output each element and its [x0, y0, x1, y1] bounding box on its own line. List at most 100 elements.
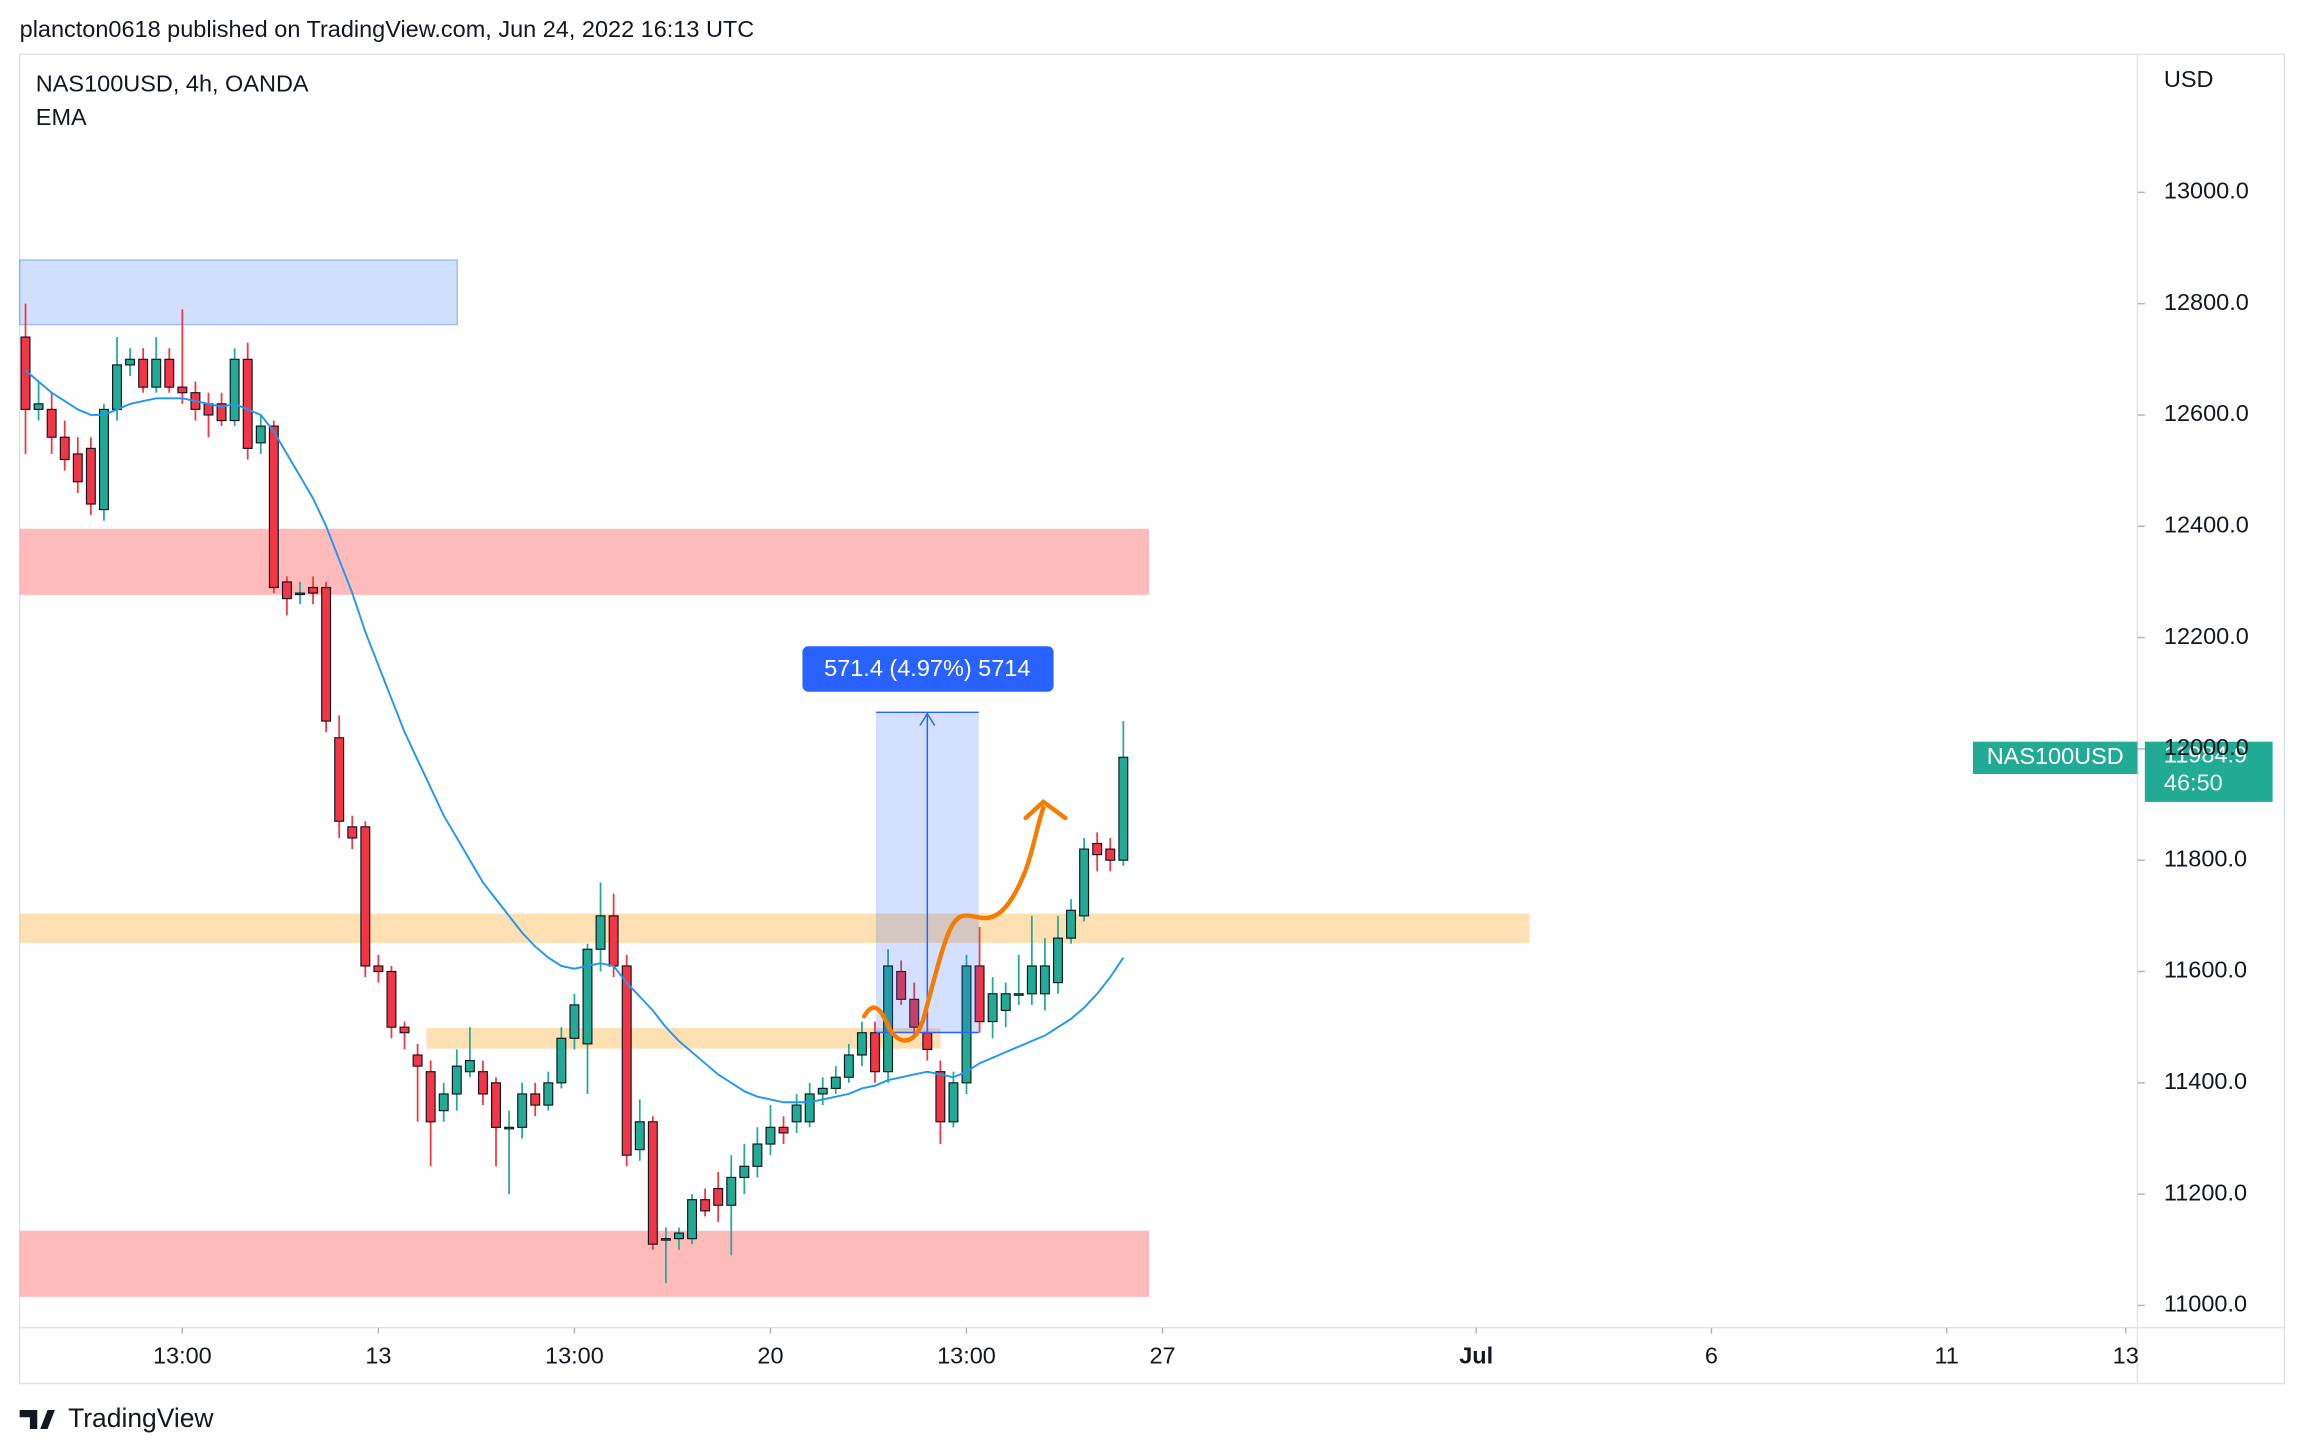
candle-body [922, 1032, 933, 1051]
candle-body [687, 1199, 698, 1240]
zones [18, 259, 1530, 1297]
candle-body [935, 1071, 946, 1123]
x-tick-label: 11 [1934, 1342, 1958, 1368]
candle-body [752, 1143, 763, 1167]
logo-mark [19, 1409, 55, 1430]
y-tick-label: 12600.0 [2164, 400, 2249, 426]
candle-body [255, 425, 266, 444]
support-zone [19, 1230, 1150, 1297]
candle-body [360, 826, 371, 967]
candle-body [477, 1071, 488, 1095]
candle-body [1118, 756, 1129, 861]
x-tick-label: 6 [1705, 1342, 1718, 1368]
measure-label-box [802, 646, 1054, 692]
candle-body [1066, 909, 1077, 939]
candle-body [647, 1121, 658, 1245]
candle-body [112, 364, 123, 410]
symbol-badge [1972, 741, 2138, 774]
candle-body [281, 581, 292, 600]
last-price: NAS100USD 11984.9 46:50 [1972, 741, 2273, 802]
candle-body [268, 425, 279, 589]
candle-body [517, 1093, 528, 1128]
candle-body [216, 403, 227, 422]
candle-body [438, 1093, 449, 1112]
projection-path [861, 805, 1046, 1043]
candle-body [804, 1093, 815, 1123]
price-badge [2144, 741, 2273, 802]
symbol-badge-text: NAS100USD [1987, 743, 2124, 769]
candle-body [961, 965, 972, 1084]
footer-logo: TradingView [19, 1403, 214, 1433]
candle-body [987, 993, 998, 1023]
y-tick-label: 13000.0 [2164, 178, 2249, 204]
frame [18, 53, 2286, 1385]
x-tick-label: 13 [2113, 1342, 2139, 1368]
x-tick-label: Jul [1459, 1342, 1493, 1368]
indicator-name: EMA [36, 104, 87, 130]
y-tick-label: 12000.0 [2164, 734, 2249, 760]
candle-body [1039, 965, 1050, 995]
candle-body [660, 1238, 671, 1241]
candle-body [1013, 993, 1024, 996]
candle-body [98, 408, 109, 511]
footer-brand: TradingView [68, 1403, 214, 1433]
candle-body [843, 1054, 854, 1078]
candle-body [634, 1121, 645, 1151]
measure-label: 571.4 (4.97%) 5714 [824, 655, 1030, 681]
candle-body [817, 1087, 828, 1095]
candle-body [791, 1104, 802, 1123]
projection-drawing [861, 799, 1068, 1043]
x-tick-label: 13:00 [937, 1342, 996, 1368]
candle-body [125, 358, 136, 366]
candle-body [308, 586, 319, 594]
candle-body [321, 586, 332, 722]
x-tick-label: 13:00 [153, 1342, 212, 1368]
candle-body [1079, 848, 1090, 917]
candle-body [608, 915, 619, 967]
candle-body [726, 1176, 737, 1206]
y-tick-label: 11200.0 [2164, 1179, 2247, 1205]
candle-body [229, 358, 240, 422]
last-price-value: 11984.9 [2164, 742, 2247, 768]
candle-body [870, 1032, 881, 1073]
candle-body [386, 970, 397, 1028]
x-tick-label: 20 [757, 1342, 783, 1368]
candle-body [33, 403, 44, 410]
y-tick-label: 12400.0 [2164, 511, 2249, 537]
supply-zone [18, 259, 459, 326]
candle-body [425, 1071, 436, 1123]
candle-body [464, 1059, 475, 1073]
candle-body [138, 358, 149, 388]
measure-tool: 571.4 (4.97%) 5714 [802, 646, 1054, 1034]
candle-body [713, 1187, 724, 1206]
candle-body [451, 1065, 462, 1095]
candle-body [1052, 937, 1063, 984]
y-tick-label: 12800.0 [2164, 289, 2249, 315]
candle-body [700, 1199, 711, 1212]
candle-body [856, 1032, 867, 1056]
candle-body [909, 998, 920, 1028]
candle-body [530, 1093, 541, 1106]
candle-body [412, 1054, 423, 1067]
candle-body [1000, 993, 1011, 1012]
level-zone [426, 1028, 941, 1049]
x-tick-label: 27 [1149, 1342, 1175, 1368]
symbol-title: NAS100USD, 4h, OANDA [36, 70, 309, 96]
candle-body [177, 386, 188, 394]
x-tick-label: 13:00 [545, 1342, 604, 1368]
candle-body [974, 965, 985, 1023]
ema-line [24, 369, 1125, 1104]
candle-body [556, 1037, 567, 1084]
candle-body [504, 1126, 515, 1130]
measure-arrowhead [919, 712, 936, 726]
y-tick-label: 11000.0 [2164, 1291, 2247, 1317]
candle-body [1092, 842, 1103, 856]
candle-body [1026, 965, 1037, 995]
candle-body [1105, 848, 1116, 861]
candle-body [595, 915, 606, 950]
resistance-zone [19, 528, 1150, 595]
candle-body [569, 1004, 580, 1039]
candle-body [347, 826, 358, 839]
candle-body [294, 592, 305, 596]
candle-body [621, 965, 632, 1156]
